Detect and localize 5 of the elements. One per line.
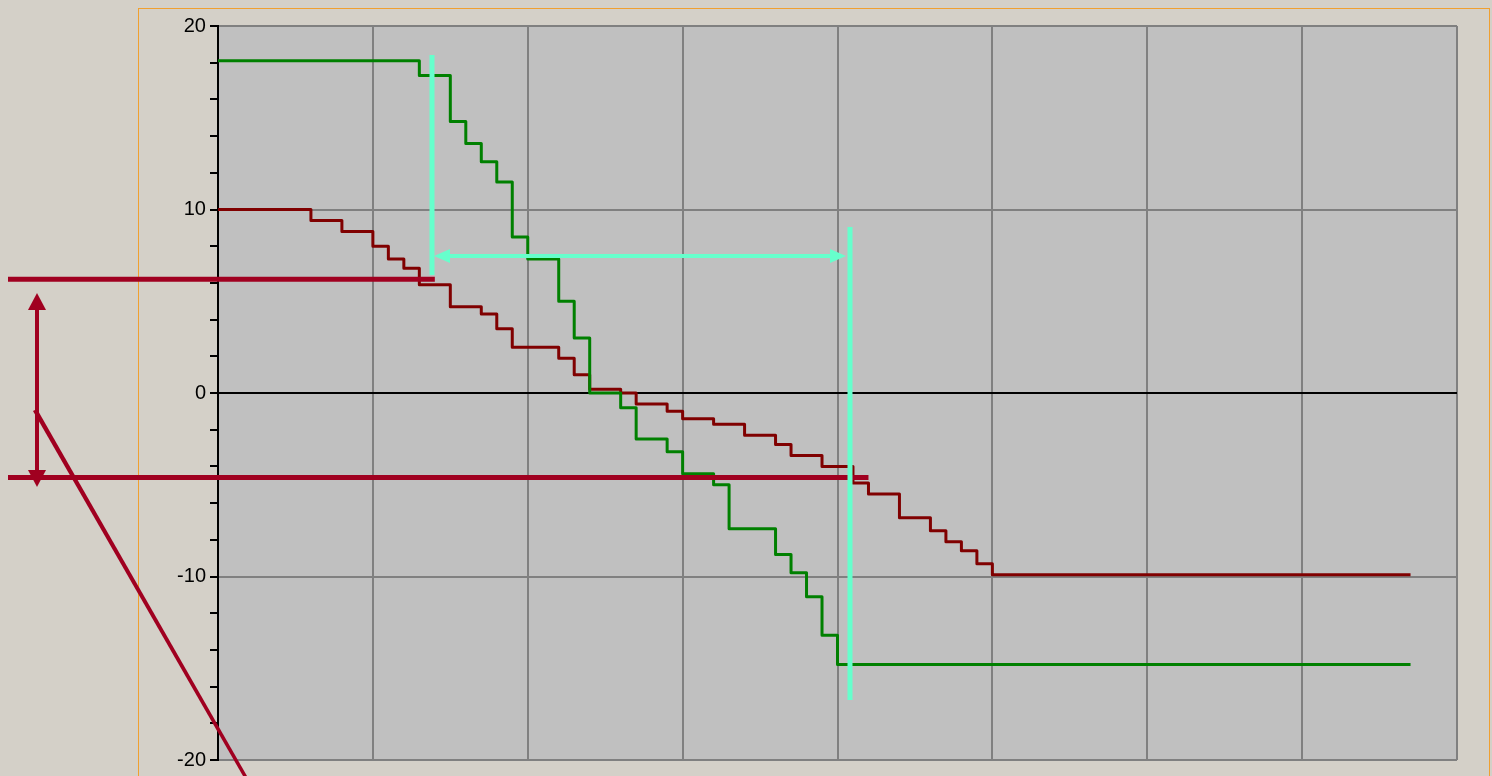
y-tick-label: -20 <box>177 747 206 770</box>
y-tick-label: -10 <box>177 564 206 587</box>
y-tick-label: 20 <box>183 13 206 36</box>
y-tick-label: 0 <box>194 380 206 403</box>
y-tick-label: 10 <box>183 197 206 220</box>
